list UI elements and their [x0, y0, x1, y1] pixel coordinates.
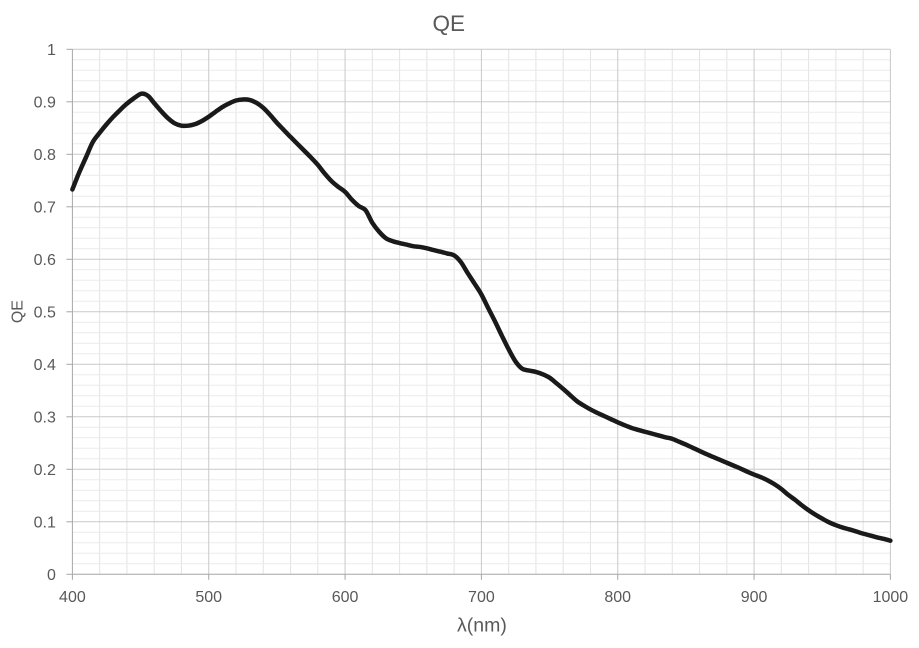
svg-text:0.9: 0.9: [34, 94, 56, 111]
svg-text:0.4: 0.4: [34, 357, 56, 374]
svg-text:500: 500: [195, 589, 222, 606]
svg-text:0.1: 0.1: [34, 514, 56, 531]
svg-text:0.6: 0.6: [34, 252, 56, 269]
svg-text:400: 400: [59, 589, 86, 606]
svg-text:1000: 1000: [873, 589, 909, 606]
svg-text:QE: QE: [433, 11, 466, 36]
svg-text:0.2: 0.2: [34, 462, 56, 479]
svg-text:QE: QE: [10, 300, 27, 323]
svg-text:0.5: 0.5: [34, 304, 56, 321]
svg-text:0.7: 0.7: [34, 199, 56, 216]
svg-text:900: 900: [741, 589, 768, 606]
svg-text:0.8: 0.8: [34, 147, 56, 164]
svg-text:600: 600: [332, 589, 359, 606]
svg-text:700: 700: [468, 589, 495, 606]
svg-text:0.3: 0.3: [34, 409, 56, 426]
svg-text:λ(nm): λ(nm): [457, 615, 507, 637]
svg-text:800: 800: [604, 589, 631, 606]
svg-text:0: 0: [47, 567, 56, 584]
svg-text:1: 1: [47, 42, 56, 59]
